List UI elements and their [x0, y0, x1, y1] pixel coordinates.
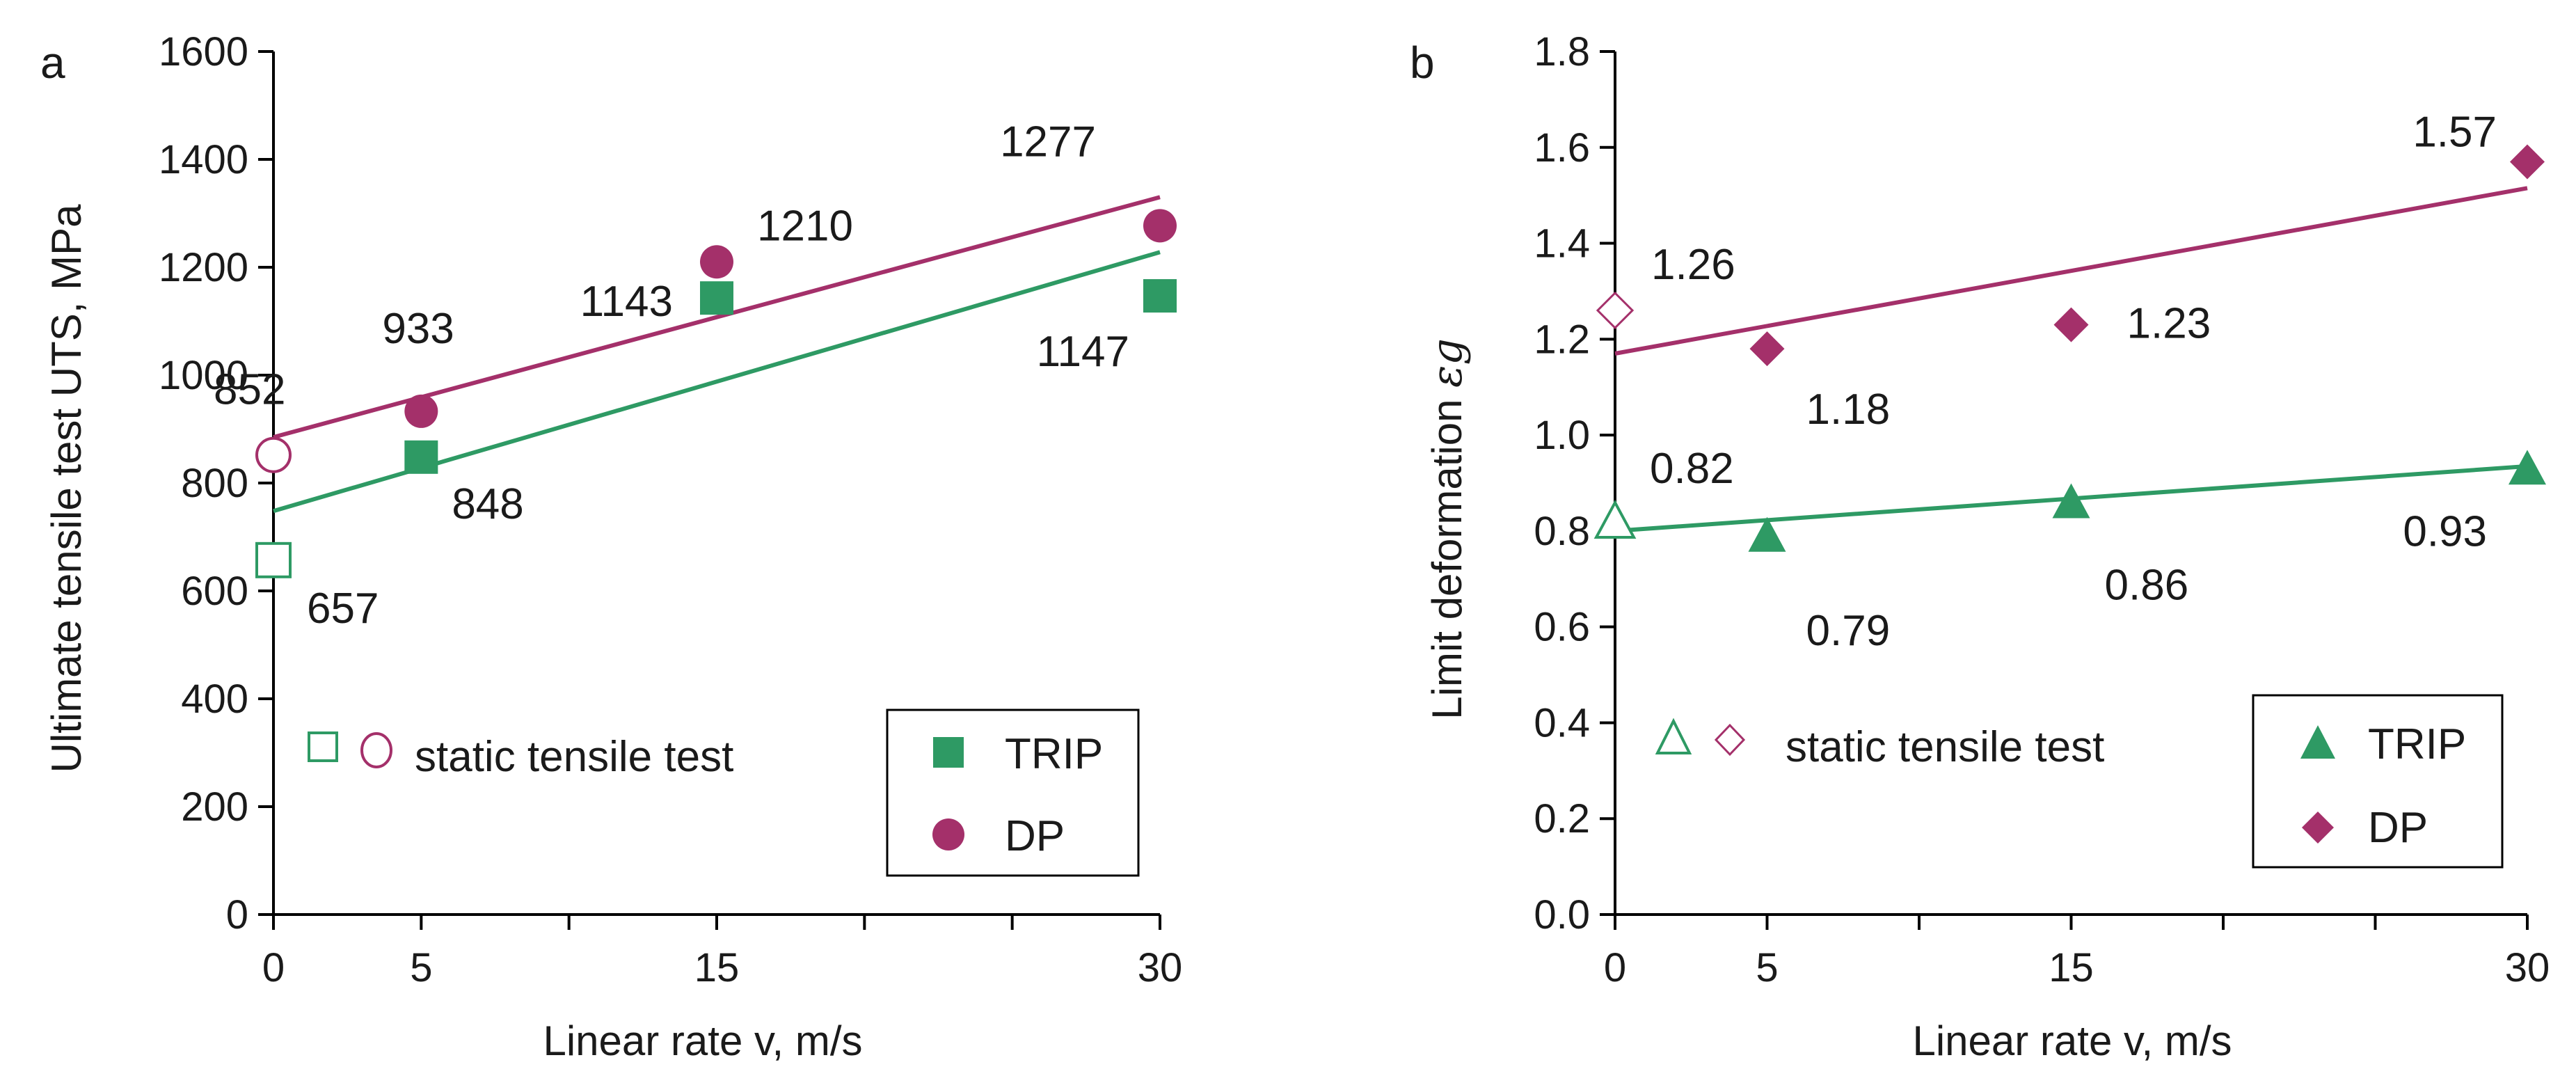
panel-b-legend-dp-label: DP: [2368, 804, 2428, 852]
panel-a-dp-point: [404, 394, 438, 428]
panel-b-trip-point: [2509, 450, 2546, 485]
panel-b-trip-point: [1748, 516, 1786, 552]
panel-b-y-tick-label: 1.2: [1534, 317, 1590, 362]
panel-b-y-axis-title-text: Limit deformation: [1424, 399, 1470, 720]
panel-b-dp-data-label: 1.26: [1651, 241, 1735, 289]
panel-a-trip-point: [404, 440, 438, 474]
panel-a-y-tick-label: 800: [181, 461, 248, 506]
panel-a-x-tick-label: 15: [694, 945, 740, 990]
panel-a-trip-data-label: 848: [452, 480, 523, 528]
panel-a-x-tick-label: 30: [1138, 945, 1183, 990]
panel-a-trip-point: [1143, 279, 1177, 313]
panel-b-x-tick-label: 15: [2049, 945, 2094, 990]
panel-b-y-tick-label: 0.8: [1534, 509, 1590, 554]
panel-a-y-tick-label: 0: [226, 892, 248, 937]
panel-a-dp-data-label: 1277: [1000, 118, 1096, 166]
panel-b-legend-trip-label: TRIP: [2368, 720, 2466, 768]
panel-b: b Limit deformation εg Linear rate v, m/…: [1410, 29, 2550, 1064]
panel-a-y-tick-label: 1400: [159, 137, 248, 182]
panel-b-y-tick-label: 0.2: [1534, 796, 1590, 841]
panel-a-legend: TRIP DP: [886, 709, 1140, 877]
panel-a-static-legend: static tensile test: [308, 731, 733, 781]
panel-b-y-axis-title: Limit deformation εg: [1423, 338, 1472, 719]
svg-text:Limit deformation εg: Limit deformation εg: [1423, 338, 1472, 719]
panel-a-dp-data-label: 1210: [757, 202, 853, 250]
panel-b-static-legend-diamond-icon: [1714, 723, 1746, 757]
panel-a-dp-point: [1143, 209, 1177, 243]
panel-b-dp-data-label: 1.18: [1806, 386, 1891, 434]
panel-b-trip-data-label: 0.79: [1806, 607, 1891, 655]
panel-b-y-tick-label: 0.0: [1534, 892, 1590, 937]
panel-a-legend-dp-label: DP: [1005, 812, 1065, 860]
panel-a-legend-trip-label: TRIP: [1005, 730, 1103, 778]
panel-b-legend-trip-triangle-icon: [2300, 725, 2335, 759]
panel-a-y-tick-label: 400: [181, 677, 248, 722]
panel-a-trip-data-label: 657: [307, 585, 379, 633]
panel-b-dp-trend-line: [1614, 186, 2528, 356]
panel-a-trip-data-label: 1143: [580, 278, 673, 326]
panel-b-legend-box: [2252, 694, 2504, 869]
panel-b-dp-point: [2053, 307, 2089, 342]
panel-a-x-axis-title: Linear rate v, m/s: [543, 1018, 862, 1064]
panel-b-x-tick-label: 30: [2505, 945, 2550, 990]
panel-b-x-tick-label: 0: [1604, 945, 1626, 990]
panel-a-legend-dp-circle-icon: [932, 818, 964, 850]
panel-a-y-tick-label: 1600: [159, 29, 248, 74]
panel-b-dp-data-label: 1.23: [2127, 300, 2211, 348]
panel-b-trip-point: [1593, 499, 1637, 539]
panel-a-dp-point: [700, 245, 733, 279]
panel-a-y-tick-label: 600: [181, 569, 248, 614]
panel-b-y-tick-label: 1.0: [1534, 413, 1590, 458]
panel-b-static-legend-text: static tensile test: [1786, 723, 2104, 771]
panel-b-trip-data-label: 0.93: [2403, 507, 2487, 555]
panel-a-dp-data-label: 933: [382, 305, 454, 353]
panel-b-y-tick-label: 0.6: [1534, 605, 1590, 650]
panel-b-y-tick-label: 1.6: [1534, 125, 1590, 171]
panel-a-y-tick-label: 200: [181, 784, 248, 830]
panel-b-x-axis-title: Linear rate v, m/s: [1912, 1018, 2232, 1064]
panel-b-y-axis-symbol: εg: [1423, 338, 1472, 388]
panel-b-x-tick-label: 5: [1756, 945, 1778, 990]
panel-b-dp-data-label: 1.57: [2412, 108, 2497, 156]
panel-b-dp-point: [1596, 291, 1635, 330]
panel-a: a Ultimate tensile test UTS, MPa Linear …: [40, 29, 1182, 1064]
panel-a-y-axis-title: Ultimate tensile test UTS, MPa: [43, 204, 90, 773]
panel-a-y-tick-label: 1000: [159, 353, 248, 398]
panel-b-legend: TRIP DP: [2252, 694, 2504, 869]
panel-a-label: a: [40, 38, 65, 88]
panel-a-x-tick-label: 0: [262, 945, 285, 990]
panel-b-y-tick-label: 0.4: [1534, 700, 1590, 745]
panel-a-legend-box: [886, 709, 1140, 877]
panel-a-trip-point: [700, 281, 733, 315]
panel-a-static-legend-text: static tensile test: [415, 733, 733, 781]
panel-a-y-tick-label: 1200: [159, 245, 248, 290]
panel-b-y-tick-label: 1.4: [1534, 221, 1590, 267]
panel-b-label: b: [1410, 38, 1435, 88]
panel-b-trip-data-label: 0.82: [1650, 445, 1734, 493]
panel-a-trip-point: [255, 541, 292, 578]
panel-a-dp-point: [255, 436, 292, 473]
panel-b-y-tick-label: 1.8: [1534, 29, 1590, 74]
panel-b-static-legend-triangle-icon: [1655, 718, 1692, 754]
panel-a-x-tick-label: 5: [410, 945, 432, 990]
panel-a-dp-data-label: 852: [214, 366, 285, 414]
panel-b-legend-dp-diamond-icon: [2302, 812, 2334, 844]
panel-a-static-legend-square-icon: [308, 731, 338, 762]
panel-a-trip-data-label: 1147: [1037, 328, 1129, 376]
panel-b-dp-point: [1749, 331, 1785, 367]
panel-b-trip-data-label: 0.86: [2105, 562, 2189, 610]
panel-b-static-legend: static tensile test: [1655, 718, 2104, 771]
panel-a-legend-trip-square-icon: [933, 737, 964, 768]
panel-b-dp-point: [2510, 144, 2545, 180]
panel-b-trip-point: [2052, 483, 2090, 519]
panel-a-static-legend-circle-icon: [360, 732, 392, 768]
